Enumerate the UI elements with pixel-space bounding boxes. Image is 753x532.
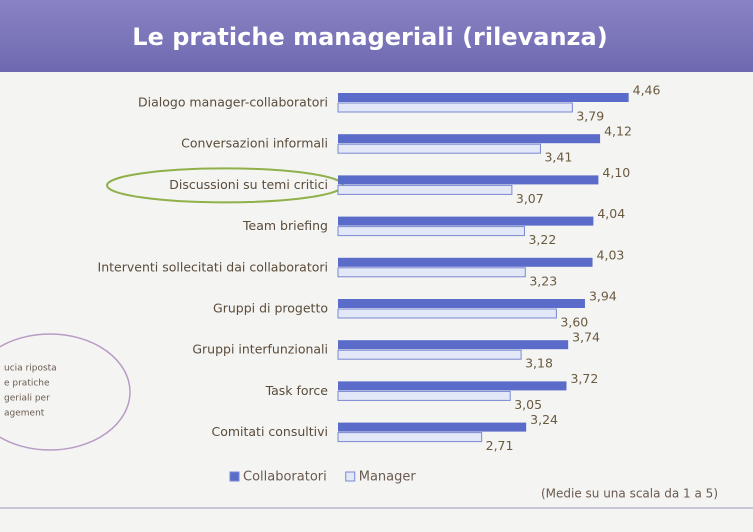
category-label: Conversazioni informali — [181, 136, 328, 151]
value-label: 3,74 — [572, 330, 600, 345]
category-label: Gruppi interfunzionali — [192, 342, 328, 357]
annotation: geriali per — [4, 394, 50, 404]
value-label: 3,22 — [528, 232, 556, 247]
bar — [338, 103, 572, 112]
value-label: 4,46 — [633, 83, 661, 98]
bar — [338, 144, 540, 153]
category-label: Discussioni su temi critici — [169, 177, 328, 192]
category-label: Gruppi di progetto — [213, 301, 328, 316]
annotation: e pratiche — [4, 379, 50, 389]
bar — [338, 217, 593, 226]
annotation: agement — [4, 409, 45, 419]
value-label: 3,41 — [544, 150, 572, 165]
bar — [338, 350, 521, 359]
value-label: 3,94 — [589, 289, 617, 304]
bar — [338, 299, 585, 308]
slide: Le pratiche manageriali (rilevanza) (Med… — [0, 0, 753, 532]
category-label: Comitati consultivi — [211, 424, 328, 439]
bar — [338, 433, 482, 442]
bar — [338, 227, 524, 236]
value-label: 3,05 — [514, 397, 542, 412]
bar — [338, 340, 568, 349]
bar — [338, 309, 556, 318]
bar — [338, 134, 600, 143]
category-label: Dialogo manager-collaboratori — [138, 95, 328, 110]
value-label: 2,71 — [486, 438, 514, 453]
bar — [338, 381, 566, 390]
legend-swatch — [230, 472, 239, 481]
value-label: 3,24 — [530, 412, 558, 427]
bar — [338, 185, 512, 194]
value-label: 3,23 — [529, 273, 557, 288]
value-label: 3,07 — [516, 191, 544, 206]
category-label: Task force — [265, 383, 329, 398]
value-label: 3,60 — [560, 315, 588, 330]
value-label: 3,18 — [525, 356, 553, 371]
value-label: 4,12 — [604, 124, 632, 139]
bar — [338, 258, 593, 267]
note: (Medie su una scala da 1 a 5) — [541, 487, 718, 501]
bar — [338, 423, 526, 432]
legend-label: Collaboratori — [243, 470, 327, 485]
bar — [338, 93, 629, 102]
legend-swatch — [346, 472, 355, 481]
chart-title: Le pratiche manageriali (rilevanza) — [132, 23, 607, 51]
bar — [338, 391, 510, 400]
value-label: 4,04 — [597, 206, 625, 221]
value-label: 4,10 — [602, 165, 630, 180]
category-label: Team briefing — [242, 218, 328, 233]
bar — [338, 175, 598, 184]
bar — [338, 268, 525, 277]
value-label: 3,72 — [570, 371, 598, 386]
legend-label: Manager — [359, 470, 417, 485]
value-label: 4,03 — [597, 247, 625, 262]
category-label: Interventi sollecitati dai collaboratori — [98, 259, 328, 274]
annotation: ucia riposta — [4, 364, 57, 374]
value-label: 3,79 — [576, 109, 604, 124]
